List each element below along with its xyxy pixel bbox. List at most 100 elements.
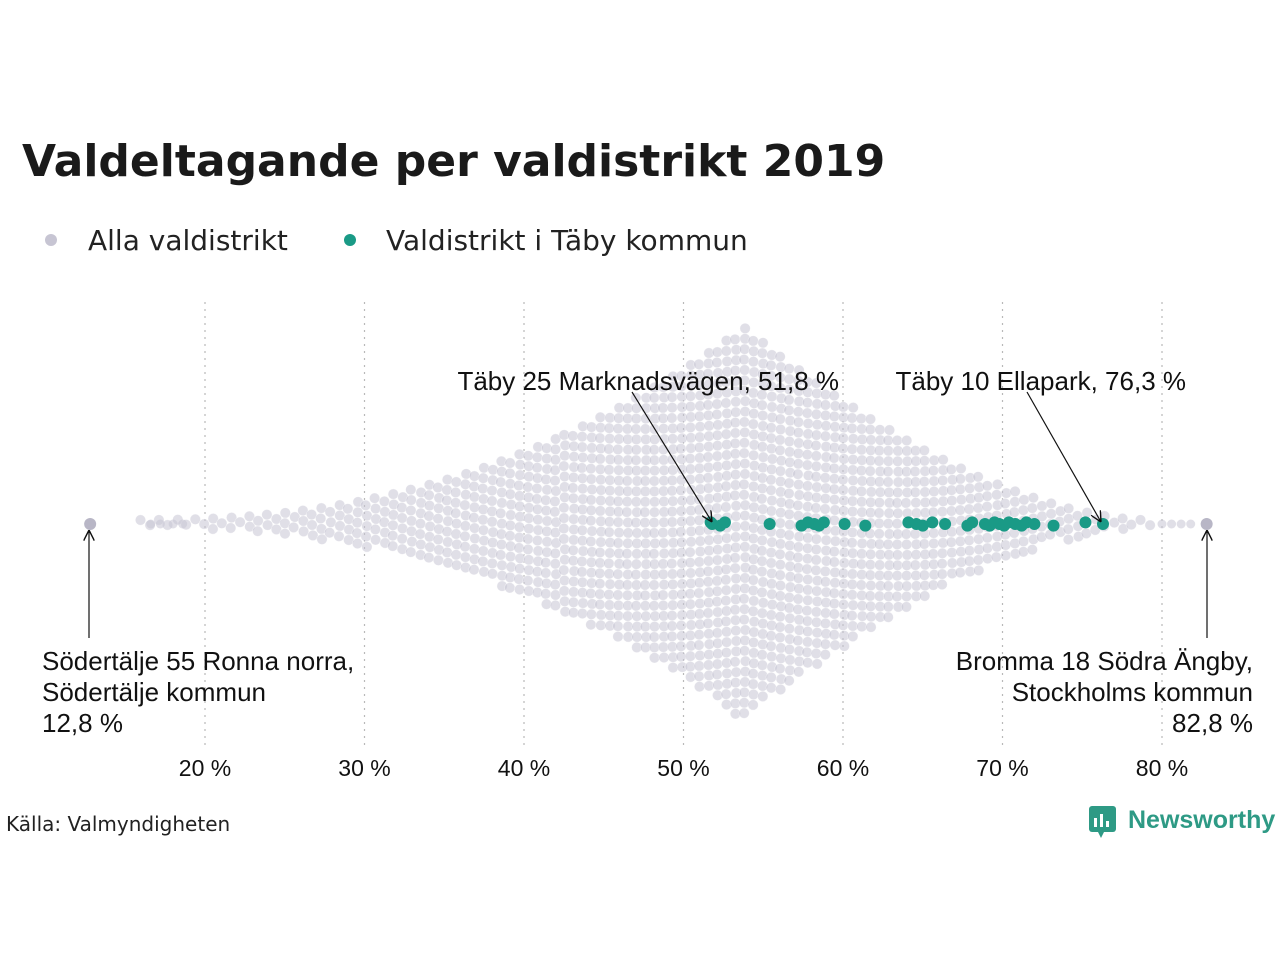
district-dot (855, 413, 867, 425)
district-dot (801, 397, 813, 409)
district-dot (468, 564, 480, 576)
district-dot (630, 413, 642, 425)
district-dot (847, 630, 859, 642)
taby-district-dot (939, 518, 952, 530)
district-dot (747, 605, 759, 617)
district-dot (531, 462, 543, 474)
district-dot (1008, 506, 1020, 518)
district-dot (649, 621, 661, 633)
taby-district-dot (859, 519, 872, 532)
district-dot (720, 428, 732, 440)
district-dot (774, 517, 786, 529)
district-dot (612, 443, 624, 455)
district-dot (756, 534, 768, 546)
district-dot (954, 483, 966, 495)
district-dot (558, 574, 570, 586)
district-dot (667, 495, 679, 507)
district-dot (756, 441, 768, 453)
district-dot (577, 597, 589, 609)
district-dot (738, 489, 750, 501)
district-dot (739, 541, 751, 553)
district-dot (828, 462, 840, 474)
district-dot (594, 598, 606, 610)
district-dot (1000, 539, 1012, 551)
district-dot (567, 544, 579, 556)
district-dot (783, 487, 795, 499)
district-dot (496, 497, 508, 509)
district-dot (684, 473, 696, 485)
annotation-label: Bromma 18 Södra Ängby, Stockholms kommun 8… (956, 646, 1253, 738)
district-dot (711, 658, 723, 670)
x-tick-label: 40 % (498, 755, 550, 781)
district-dot (847, 474, 859, 486)
district-dot (387, 540, 399, 552)
district-dot (495, 476, 507, 488)
district-dot (738, 593, 750, 605)
source-note: Källa: Valmyndigheten (6, 812, 230, 836)
district-dot (702, 451, 714, 463)
district-dot (846, 422, 858, 434)
district-dot (720, 397, 732, 409)
district-dot (513, 521, 525, 533)
district-dot (486, 516, 498, 528)
district-dot (423, 500, 435, 512)
district-dot (864, 559, 876, 571)
district-dot (792, 635, 804, 647)
taby-district-dot (1028, 518, 1041, 530)
district-dot (756, 555, 768, 567)
district-dot (928, 537, 940, 549)
district-dot (630, 444, 642, 456)
district-dot (549, 579, 561, 591)
annotation-line: 12,8 % (42, 708, 123, 738)
district-dot (595, 494, 607, 506)
district-dot (558, 522, 570, 534)
annotation-line: Täby 10 Ellapark, 76,3 % (896, 366, 1187, 396)
district-dot (882, 580, 894, 592)
district-dot (828, 556, 840, 568)
district-dot (612, 454, 624, 466)
district-dot (774, 590, 786, 602)
district-dot (765, 474, 777, 486)
district-dot (531, 534, 543, 546)
district-dot (549, 558, 561, 570)
district-dot (478, 462, 490, 474)
district-dot (504, 467, 516, 479)
district-dot (981, 480, 993, 492)
district-dot (496, 538, 508, 550)
district-dot (621, 589, 633, 601)
district-dot-extreme (84, 518, 97, 530)
taby-district-dot (1096, 518, 1109, 530)
district-dot (837, 442, 849, 454)
district-dot (522, 533, 534, 545)
district-dot (828, 514, 840, 526)
district-dot (946, 557, 958, 569)
district-dot (549, 495, 561, 507)
annotations: Täby 25 Marknadsvägen, 51,8 % Täby 10 Ell… (42, 366, 1253, 738)
district-dot (828, 629, 840, 641)
annotation-line: Bromma 18 Södra Ängby, (956, 646, 1253, 676)
district-dot (882, 445, 894, 457)
district-dot (729, 604, 741, 616)
district-dot (252, 515, 264, 527)
district-dot (612, 631, 624, 643)
district-dot (792, 499, 804, 511)
district-dot (918, 455, 930, 467)
district-dot (505, 551, 517, 563)
newsworthy-logo: Newsworthy (1089, 806, 1275, 838)
district-dot (829, 639, 841, 651)
district-dot (1009, 496, 1021, 508)
district-dot (721, 667, 733, 679)
district-dot (1017, 504, 1029, 516)
district-dot (513, 479, 525, 491)
district-dot (361, 541, 373, 553)
district-dot (648, 506, 660, 518)
logo-icon (1089, 806, 1116, 838)
district-dot (828, 410, 840, 422)
district-dot (369, 492, 381, 504)
district-dot (657, 527, 669, 539)
district-dot (1000, 549, 1012, 561)
district-dot (775, 652, 787, 664)
taby-district-dot (718, 516, 731, 529)
district-dot (739, 510, 751, 522)
district-dot (721, 459, 733, 471)
